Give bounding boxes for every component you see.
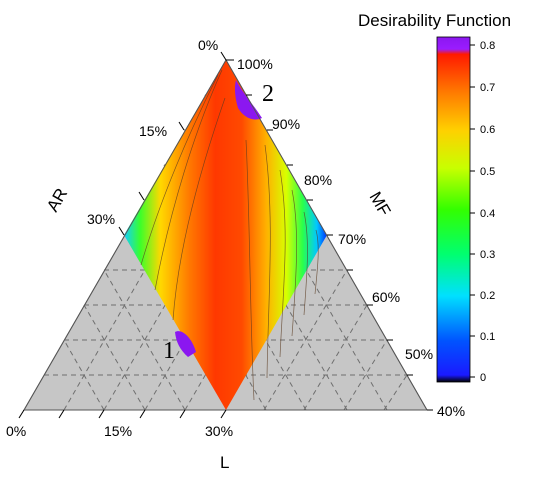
right-tick-100: 100% (237, 56, 273, 72)
left-tick-15: 15% (139, 123, 167, 139)
left-tick-0: 0% (198, 37, 218, 53)
right-tick-70: 70% (338, 231, 366, 247)
colorbar-tick-0.4: 0.4 (480, 208, 495, 220)
bottom-tick-15: 15% (104, 423, 132, 439)
optimum-label-2: 2 (262, 81, 274, 107)
colorbar-tick-0: 0 (480, 372, 486, 384)
colorbar-title: Desirability Function (358, 11, 511, 30)
colorbar-tick-0.5: 0.5 (480, 166, 495, 178)
left-tick-30: 30% (87, 211, 115, 227)
contour-lines (140, 69, 319, 401)
right-tick-60: 60% (372, 289, 400, 305)
colorbar (436, 36, 471, 383)
optimum-region-1 (175, 331, 196, 357)
bottom-axis-ticks (18, 409, 227, 419)
colorbar-tick-0.3: 0.3 (480, 249, 495, 261)
colorbar-tick-0.8: 0.8 (480, 40, 495, 52)
colorbar-tick-0.7: 0.7 (480, 82, 495, 94)
bottom-tick-30: 30% (205, 423, 233, 439)
axis-title-ar: AR (43, 185, 71, 215)
bottom-tick-0: 0% (6, 423, 26, 439)
right-tick-80: 80% (304, 172, 332, 188)
colorbar-tick-0.2: 0.2 (480, 290, 495, 302)
optimum-label-1: 1 (163, 338, 175, 364)
right-tick-90: 90% (272, 116, 300, 132)
axis-title-mf: MF (366, 189, 395, 220)
right-tick-50: 50% (405, 346, 433, 362)
colorbar-tick-0.1: 0.1 (480, 331, 495, 343)
colorbar-tick-0.6: 0.6 (480, 124, 495, 136)
right-tick-40: 40% (437, 403, 465, 419)
right-axis-ticks (226, 59, 433, 411)
left-axis-ticks (118, 51, 227, 236)
axis-title-l: L (220, 453, 229, 472)
colorbar-ticks (470, 44, 475, 378)
